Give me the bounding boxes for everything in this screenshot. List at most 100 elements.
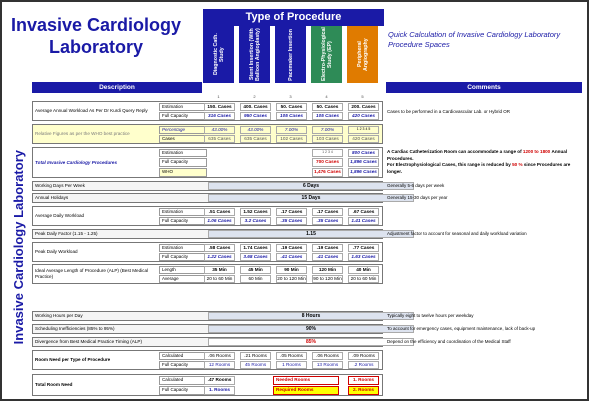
table-cell: 105 Cases xyxy=(276,112,307,120)
sub-label: Cases xyxy=(159,135,207,143)
table-cell: .47 Rooms xyxy=(204,376,235,385)
table-cell: 102 Cases xyxy=(276,135,307,143)
sub-label: Length xyxy=(159,266,207,274)
row-label: Divergence from Best Medical Practice Ti… xyxy=(35,339,142,344)
table-cell: 43.00% xyxy=(204,126,235,134)
comment: Adjustment factor to account for seasona… xyxy=(387,231,527,236)
table-cell: 20 to 120 Min xyxy=(276,275,307,283)
sub-label: Full Capacity xyxy=(159,217,207,225)
table-cell: 120 Min xyxy=(312,266,343,274)
page-title: Invasive Cardiology Laboratory xyxy=(10,15,182,57)
table-cell: 1,896 Cases xyxy=(348,158,379,167)
row-working-days: Working Days Per Week 6 Days xyxy=(32,181,414,191)
table-cell: 90 Min xyxy=(276,266,307,274)
table-cell: 1.22 Cases xyxy=(204,253,235,261)
row-working-hours: Working Hours per Day 8 Hours xyxy=(32,311,414,321)
value-cell: 90% xyxy=(208,325,414,333)
sub-label: Full Capacity xyxy=(159,112,207,120)
row-label: Room Need per Type of Procedure xyxy=(35,357,111,362)
table-cell: 50. Cases xyxy=(276,103,307,111)
row-label: Relative Figures as per the WHO best pra… xyxy=(35,131,130,136)
table-cell: 700 Cases xyxy=(312,158,343,167)
needed-rooms-label: Needed Rooms xyxy=(273,376,339,385)
table-cell: 1 2 3 4 5 xyxy=(348,126,379,134)
side-label: Invasive Cardiology Laboratory xyxy=(10,149,26,345)
table-cell: 950 Cases xyxy=(240,112,271,120)
column-number: 2 xyxy=(253,94,256,99)
table-cell: .17 Cases xyxy=(312,208,343,216)
quick-calculation-note: Quick Calculation of Invasive Cardiology… xyxy=(388,30,561,49)
table-cell: 35 Min xyxy=(204,266,235,274)
table-cell: 800 Cases xyxy=(348,149,379,157)
table-cell: 7.00% xyxy=(312,126,343,134)
sub-label: Full Capacity xyxy=(159,386,207,395)
table-cell: .21 Rooms xyxy=(240,352,271,360)
sub-label: Calculated xyxy=(159,352,207,360)
table-cell: .41 Cases xyxy=(312,253,343,261)
table-cell: 43.00% xyxy=(240,126,271,134)
table-cell: 105 Cases xyxy=(312,112,343,120)
table-cell: 45 Min xyxy=(240,266,271,274)
row-daily-workload: Average Daily Workload Estimation Full C… xyxy=(32,206,383,226)
table-cell: 1.06 Cases xyxy=(204,217,235,225)
table-cell: .35 Cases xyxy=(312,217,343,225)
row-peak-factor: Peak Daily Factor (1.15 - 1.25) 1.15 xyxy=(32,229,414,239)
table-cell: .58 Cases xyxy=(204,244,235,252)
column-header-peripheral: Peripheral Angiography xyxy=(347,26,378,83)
table-cell: 40 Min xyxy=(348,266,379,274)
table-cell: 1,476 Cases xyxy=(312,168,343,177)
table-cell: 635 Cases xyxy=(204,135,235,143)
table-cell: .67 Cases xyxy=(348,208,379,216)
column-number: 4 xyxy=(325,94,328,99)
table-cell: .51 Cases xyxy=(204,208,235,216)
sub-label: Estimation xyxy=(159,103,207,111)
table-cell: 1.41 Cases xyxy=(348,217,379,225)
comment: Typically eight to twelve hours per week… xyxy=(387,313,474,318)
value-cell: 6 Days xyxy=(208,182,414,190)
value-cell: 15 Days xyxy=(208,194,414,202)
table-cell: 1. Rooms xyxy=(348,376,379,385)
required-rooms-label: Required Rooms xyxy=(273,386,339,395)
row-divergence: Divergence from Best Medical Practice Ti… xyxy=(32,337,414,347)
sub-label: Calculated xyxy=(159,376,207,385)
sub-label: Full Capacity xyxy=(159,361,207,369)
comments-header: Comments xyxy=(386,82,582,93)
table-cell: 1.52 Cases xyxy=(240,208,271,216)
table-cell: .41 Cases xyxy=(276,253,307,261)
row-relative-figures: Relative Figures as per the WHO best pra… xyxy=(32,124,383,144)
row-label: Scheduling Inefficiencies (85% to 95%) xyxy=(35,326,115,331)
sub-label: Estimation xyxy=(159,208,207,216)
row-label: Annual Holidays xyxy=(35,195,69,200)
row-label: Total Invasive Cardiology Procedures xyxy=(35,159,118,165)
table-cell: 3.2 Cases xyxy=(240,217,271,225)
value-cell: 85% xyxy=(208,338,414,346)
row-label: Working Hours per Day xyxy=(35,313,83,318)
row-label: Peak Daily Workload xyxy=(35,249,78,254)
table-cell: .35 Cases xyxy=(276,217,307,225)
table-cell: 420 Cases xyxy=(348,135,379,143)
table-cell: 50. Cases xyxy=(312,103,343,111)
column-number: 1 xyxy=(217,94,220,99)
column-header-ep-study: Electro-Physiological Study (EP) xyxy=(311,26,342,83)
table-cell: 7.00% xyxy=(276,126,307,134)
table-cell: 1.74 Cases xyxy=(240,244,271,252)
table-cell: 13 Rooms xyxy=(312,361,343,369)
row-alp: Ideal Average Length of Procedure (ALP) … xyxy=(32,264,383,284)
column-number: 5 xyxy=(361,94,364,99)
row-total-room-need: Total Room Need Calculated Full Capacity… xyxy=(32,374,383,396)
table-cell: 12 Rooms xyxy=(204,361,235,369)
row-annual-workload: Average Annual Workload As Per Dr Kurdi … xyxy=(32,101,383,121)
table-cell: 200. Cases xyxy=(348,103,379,111)
procedure-type-header: Type of Procedure xyxy=(203,9,384,26)
table-cell: 400. Cases xyxy=(240,103,271,111)
row-label: Average Daily Workload xyxy=(35,213,85,218)
row-room-need: Room Need per Type of Procedure Calculat… xyxy=(32,350,383,370)
table-cell: 103 Cases xyxy=(312,135,343,143)
column-header-pacemaker: Pacemaker Insertion xyxy=(275,26,306,83)
table-cell: 45 Rooms xyxy=(240,361,271,369)
sub-label: Estimation xyxy=(159,244,207,252)
column-header-diagnostic-cath: Diagnostic Cath. Study xyxy=(203,26,234,83)
sub-label: Percentage xyxy=(159,126,207,134)
row-annual-holidays: Annual Holidays 15 Days xyxy=(32,193,414,203)
